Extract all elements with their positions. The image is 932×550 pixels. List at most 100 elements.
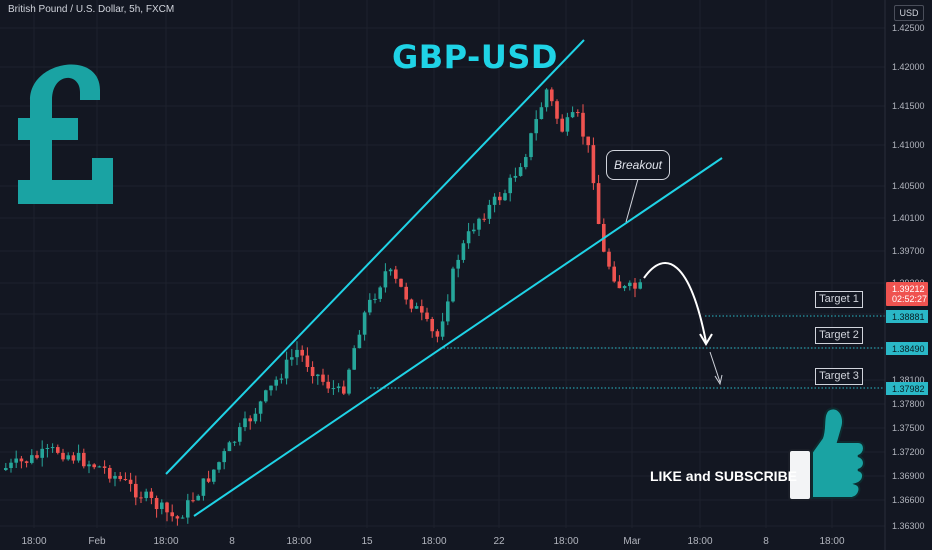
candle-body [487, 204, 492, 219]
time-tick-label: 18:00 [421, 536, 446, 547]
candle-body [134, 483, 138, 498]
channel-lines [165, 39, 723, 517]
candle-body [466, 231, 471, 244]
candle-body [118, 475, 122, 480]
candle-body [227, 442, 232, 452]
currency-button[interactable]: USD [894, 5, 924, 21]
callout-pointer [625, 178, 639, 223]
candle-body [326, 381, 330, 389]
candle-body [342, 386, 346, 394]
candle-body [638, 282, 642, 289]
like-subscribe-text: LIKE and SUBSCRIBE [650, 468, 798, 484]
price-tick-label: 1.39700 [892, 246, 925, 256]
candle-body [170, 512, 174, 517]
candle-body [513, 175, 518, 178]
candle-body [232, 441, 237, 443]
price-tick-label: 1.40100 [892, 213, 925, 223]
candle-body [399, 278, 403, 287]
time-tick-label: 18:00 [286, 536, 311, 547]
candle-body [30, 455, 34, 463]
candle-body [425, 312, 429, 320]
candle-body [87, 464, 91, 467]
candle-body [555, 101, 559, 119]
candle-body [206, 478, 211, 482]
candlestick-series [4, 87, 642, 526]
candle-body [321, 374, 325, 382]
price-tick-label: 1.42000 [892, 62, 925, 72]
candle-body [40, 448, 44, 458]
candle-body [477, 218, 481, 230]
candle-body [534, 119, 538, 134]
candle-body [45, 447, 50, 449]
price-tick-label: 1.37200 [892, 447, 925, 457]
candle-body [492, 196, 497, 205]
candle-body [435, 331, 440, 337]
candle-body [622, 286, 627, 289]
time-tick-label: 8 [229, 536, 235, 547]
pound-stem [30, 64, 100, 190]
current-price-bg [886, 282, 928, 306]
candle-body [576, 112, 580, 114]
time-axis[interactable]: 18:00 Feb 18:00 8 18:00 15 18:00 22 18:00 Mar 18:0… [21, 536, 844, 547]
pound-bar [18, 118, 78, 140]
price-tick-label: 1.37800 [892, 399, 925, 409]
candle-body [248, 418, 252, 422]
candle-body [175, 516, 180, 519]
candle-body [539, 107, 544, 120]
candle-body [357, 334, 362, 349]
time-tick-label: 18:00 [153, 536, 178, 547]
candle-body [19, 458, 24, 462]
candle-body [149, 491, 154, 499]
thumb-hand [811, 407, 865, 499]
price-tick-label: 1.36600 [892, 495, 925, 505]
candle-body [24, 461, 29, 463]
price-tick-label: 1.38100 [892, 375, 925, 385]
candle-body [154, 498, 159, 510]
candle-body [196, 495, 200, 501]
candle-body [258, 401, 263, 414]
candle-body [97, 466, 102, 468]
chart-grid [0, 0, 885, 528]
candle-body [524, 157, 528, 168]
candle-body [508, 177, 512, 194]
price-tick-label: 1.41500 [892, 101, 925, 111]
price-axis[interactable]: 1.42500 1.42000 1.41500 1.41000 1.40500 1.401… [884, 0, 928, 550]
candle-body [4, 468, 8, 470]
candle-body [310, 366, 315, 377]
candle-body [352, 348, 356, 370]
candle-body [264, 390, 268, 402]
pound-foot [92, 158, 113, 188]
candle-body [144, 491, 148, 499]
target-price-bg [886, 310, 928, 323]
candle-body [238, 427, 242, 442]
candle-body [383, 271, 388, 288]
curved-arrow-head [699, 333, 713, 346]
upper-channel-line [165, 39, 585, 475]
candle-body [201, 478, 206, 496]
price-tick-label: 1.40500 [892, 181, 925, 191]
breakout-callout: Breakout [606, 150, 670, 180]
thumbs-up-icon [788, 407, 865, 501]
candle-body [295, 349, 299, 358]
candle-body [378, 287, 382, 299]
candle-body [565, 117, 570, 132]
candle-body [596, 183, 601, 224]
symbol-title: British Pound / U.S. Dollar, 5h, FXCM [8, 4, 175, 15]
candle-body [165, 502, 169, 513]
candle-body [591, 145, 596, 184]
chart-annotation-title: GBP-USD [392, 38, 558, 76]
candle-body [102, 466, 107, 468]
curved-arrow-icon [643, 262, 707, 343]
candle-body [76, 452, 81, 461]
candle-body [61, 452, 65, 460]
lower-channel-line [193, 157, 723, 517]
time-tick-label: Feb [88, 536, 106, 547]
time-tick-label: 18:00 [553, 536, 578, 547]
time-tick-label: 22 [493, 536, 505, 547]
price-tick-label: 1.36300 [892, 521, 925, 531]
candle-body [35, 455, 39, 458]
pound-sign-icon [18, 64, 113, 204]
candle-body [373, 298, 377, 300]
candle-body [300, 349, 304, 356]
